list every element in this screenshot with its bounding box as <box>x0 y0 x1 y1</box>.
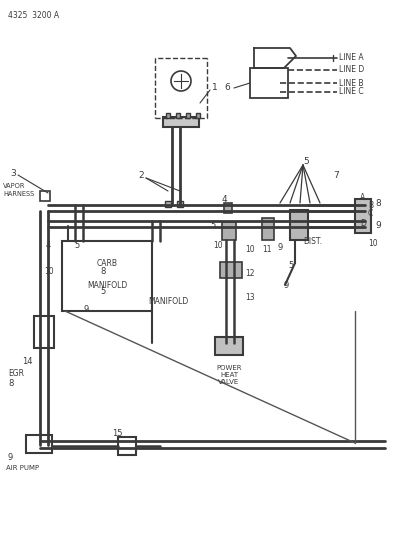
Bar <box>62 241 152 311</box>
Text: 10: 10 <box>44 266 53 276</box>
Text: B: B <box>368 200 373 209</box>
Text: 4325  3200 A: 4325 3200 A <box>8 11 59 20</box>
Text: DIST.: DIST. <box>303 238 322 246</box>
Text: 9: 9 <box>284 280 289 289</box>
Bar <box>355 199 371 233</box>
Text: 8: 8 <box>375 198 381 207</box>
Text: 9: 9 <box>278 244 283 253</box>
Text: 4: 4 <box>46 240 51 249</box>
Bar <box>250 68 288 98</box>
Text: EGR: EGR <box>8 368 24 377</box>
Text: 10: 10 <box>213 241 223 251</box>
Bar <box>165 201 171 207</box>
Text: 14: 14 <box>22 357 33 366</box>
Bar <box>40 191 50 201</box>
Text: 5: 5 <box>210 221 215 230</box>
Bar <box>290 210 308 240</box>
Text: VAPOR
HARNESS: VAPOR HARNESS <box>3 183 34 197</box>
Text: 5: 5 <box>100 287 105 295</box>
Text: 9: 9 <box>84 305 89 314</box>
Text: 10: 10 <box>245 246 255 254</box>
Text: CARB: CARB <box>97 259 118 268</box>
Text: LINE B: LINE B <box>339 78 364 87</box>
Text: 3: 3 <box>10 168 16 177</box>
Bar <box>163 117 199 127</box>
Bar <box>166 113 170 118</box>
Text: 7: 7 <box>333 171 339 180</box>
Bar <box>222 222 236 240</box>
Text: 2: 2 <box>138 171 144 180</box>
Text: 11: 11 <box>262 246 271 254</box>
Text: 1: 1 <box>212 84 218 93</box>
Text: 9: 9 <box>8 453 13 462</box>
Bar <box>220 262 242 278</box>
Text: 12: 12 <box>245 269 255 278</box>
Text: 10: 10 <box>368 238 378 247</box>
Bar <box>215 337 243 355</box>
Text: A: A <box>360 193 365 203</box>
Text: LINE A: LINE A <box>339 53 364 62</box>
Text: 5: 5 <box>303 157 309 166</box>
Bar <box>26 435 52 453</box>
Text: C: C <box>368 208 373 217</box>
Text: 8: 8 <box>8 378 13 387</box>
Text: 9: 9 <box>375 222 381 230</box>
Bar <box>176 113 180 118</box>
Bar <box>118 437 136 455</box>
Bar <box>34 316 54 348</box>
Text: AIR PUMP: AIR PUMP <box>6 465 39 471</box>
Text: 5: 5 <box>288 261 293 270</box>
Text: LINE C: LINE C <box>339 87 364 96</box>
Bar <box>186 113 190 118</box>
Text: 8: 8 <box>100 266 105 276</box>
Text: D: D <box>360 219 366 228</box>
Bar <box>224 203 232 213</box>
Bar <box>196 113 200 118</box>
Text: 5: 5 <box>74 240 79 249</box>
Text: POWER
HEAT
VALVE: POWER HEAT VALVE <box>216 365 242 385</box>
Text: MANIFOLD: MANIFOLD <box>148 296 188 305</box>
Text: 6: 6 <box>224 84 230 93</box>
Bar <box>177 201 183 207</box>
Text: 4: 4 <box>222 195 228 204</box>
Text: LINE D: LINE D <box>339 66 364 75</box>
Text: 15: 15 <box>112 429 122 438</box>
Bar <box>262 218 274 240</box>
Text: MANIFOLD: MANIFOLD <box>87 280 127 289</box>
Text: 13: 13 <box>245 294 255 303</box>
